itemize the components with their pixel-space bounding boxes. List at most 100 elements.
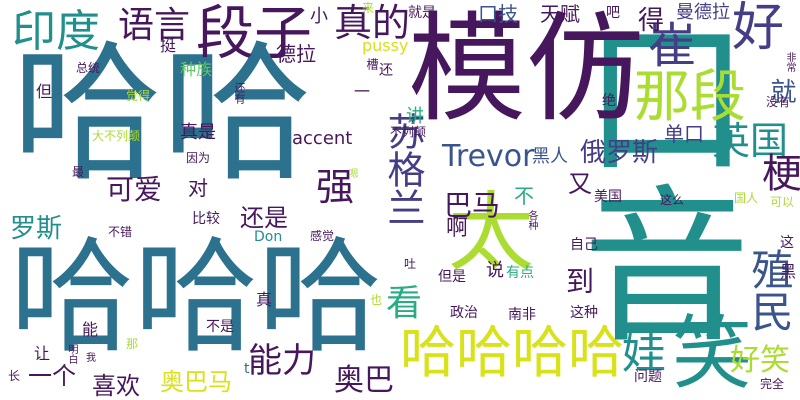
word-geng: 梗 [755,152,800,192]
word-mofang: 模仿 [408,0,645,138]
word-wenti: 问题 [634,369,662,385]
word-kan: 看 [386,283,423,324]
word-shuo: 说 [486,260,504,281]
word-na: 那 [126,337,139,351]
word-tu: 吐 [404,257,417,271]
word-bama: 巴马 [444,189,501,222]
word-jiushi: 就是 [408,5,436,21]
word-haiyou: 还有 [233,82,246,104]
word-bucuo: 不错 [108,225,133,239]
word-ba: 吧 [606,5,620,21]
word-hai: 还 [377,62,393,76]
word-dela: 德拉 [276,42,316,66]
word-ganjue: 感觉 [310,229,335,243]
word-haishi: 还是 [240,204,288,232]
word-accent: accent [292,128,353,149]
word-haoxiao: 好笑 [730,343,790,378]
word-zhezhong: 这种 [570,305,598,321]
word-jue: 绝 [602,93,616,109]
word-bijiao: 比较 [192,211,220,227]
word-qiang: 强 [316,165,355,209]
word-keyi: 可以 [770,195,795,209]
word-zhengzhi: 政治 [450,305,478,321]
word-hao: 好 [732,0,785,58]
word-hahaha: 哈哈哈 [10,226,383,370]
word-haha: 哈哈 [12,28,313,202]
word-bushi: 不是 [206,319,234,335]
word-zhongzu: 种族 [180,60,213,79]
word-jiang: 讲 [406,106,424,127]
word-luosi: 罗斯 [10,214,63,244]
word-hei: 黑 [780,262,797,281]
word-dan: 但 [36,82,53,101]
word-zhimin: 殖民 [745,248,794,332]
word-hahahaha: 哈哈哈哈 [400,321,624,386]
word-t: t [244,361,250,377]
word-yige: 一个 [28,362,76,390]
word-don: Don [254,229,283,245]
word-zhen: 真 [256,290,273,309]
word-heiren: 黑人 [532,146,568,167]
word-keai: 可爱 [106,173,163,206]
word-xihuan: 喜欢 [92,372,140,400]
word-dui: 对 [188,176,208,200]
word-en: 嗯 [346,168,357,178]
word-duanzi: 段子 [196,0,313,67]
word-dao: 到 [566,265,595,298]
word-yindu: 印度 [12,6,100,57]
word-eluosi: 俄罗斯 [580,138,659,168]
word-tianfu: 天赋 [540,2,580,26]
word-zhe: 这 [780,235,794,251]
word-mingbai: 明白 [66,344,77,364]
word-danko: 单口 [664,122,704,146]
word-naduan: 那段 [634,65,746,130]
word-yi: 一 [354,82,371,101]
word-meiyou: 没有 [766,95,791,109]
word-juede: 觉得 [126,89,151,103]
word-tai: 太 [448,183,534,283]
word-cao: 槽 [365,58,379,70]
word-guoren: 国人 [734,191,759,205]
word-dabuliedian: 大不列颠 [92,129,141,143]
word-jiu: 就 [766,78,796,104]
word-aobama: 奥巴马 [160,368,232,396]
word-zhege: 各种 [526,210,537,230]
word-bu: 不 [514,184,534,208]
word-danshi: 但是 [438,269,466,285]
word-zui: 最 [72,165,85,179]
word-xiao2: 小 [310,6,328,27]
word-wanquan: 完全 [760,377,785,391]
word-kouyin: 口音 [554,10,750,346]
word-rang: 让 [34,344,51,363]
word-pussy: pussy [362,36,409,55]
word-chang: 长 [8,369,21,383]
word-de: 得 [638,6,665,36]
word-cui: 崔 [648,18,697,74]
word-trevor: Trevor [442,139,535,174]
word-feichang: 非常 [784,52,795,72]
word-nengli: 能力 [248,341,316,381]
word-zhenshi: 真是 [180,122,216,143]
word-yinwei: 因为 [186,151,211,165]
word-meiguo: 美国 [594,189,622,205]
word-ting: 挺 [160,36,177,55]
word-wa: 娃 [622,328,666,379]
word-zheme: 这么 [660,193,685,207]
word-zongtong: 总统 [76,61,101,75]
word-a: 啊 [446,216,469,241]
word-mandela: 曼德拉 [676,2,730,23]
word-zhende: 真的 [334,1,411,45]
word-xiao: 笑 [672,307,752,400]
word-nanfei: 南非 [508,307,536,323]
word-yingguo: 英国 [712,119,789,163]
word-sugelan: 苏格兰 [381,112,425,226]
word-buliedian: 不列颠 [390,125,427,139]
word-yuyan: 语言 [118,5,191,46]
word-aoba: 奥巴 [334,363,394,398]
word-kouji: 口技 [478,2,518,26]
word-youdian: 有点 [506,265,534,281]
word-you: 又 [568,170,592,198]
word-ye: 也 [370,293,383,307]
word-neng: 能 [82,320,99,339]
